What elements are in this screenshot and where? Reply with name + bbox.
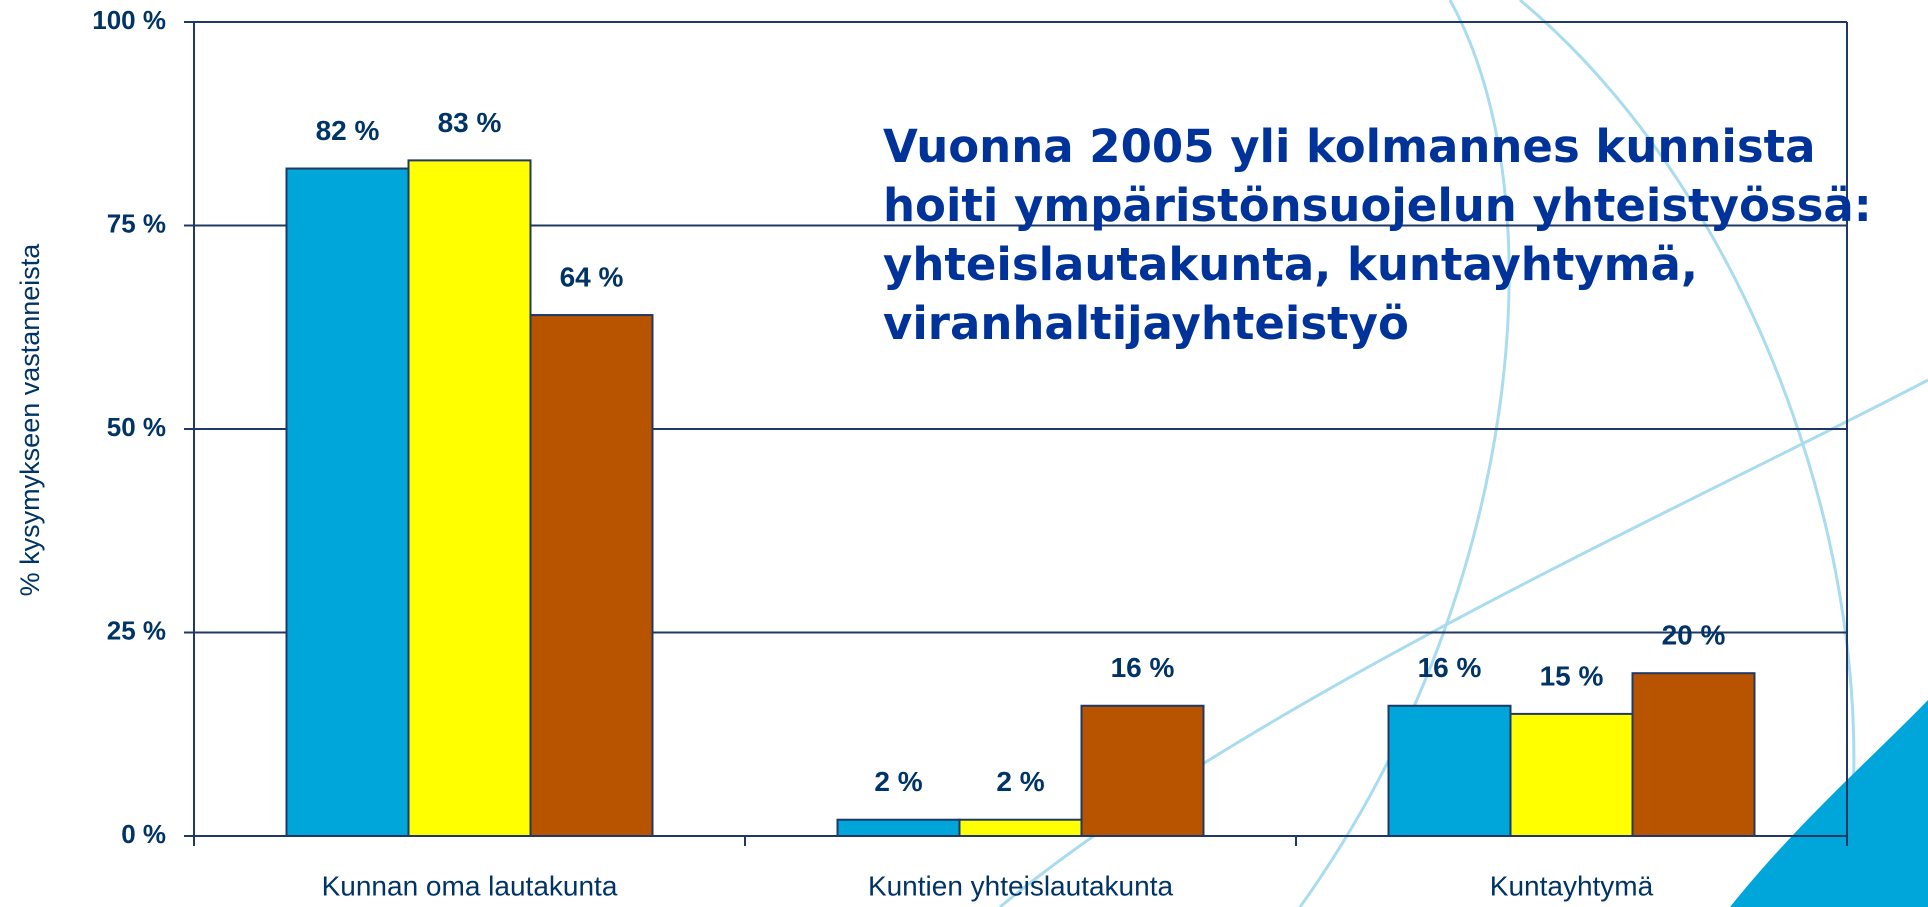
- y-axis-label: % kysymykseen vastanneista: [15, 243, 45, 597]
- value-label: 15 %: [1540, 660, 1604, 691]
- y-tick-label: 0 %: [121, 819, 166, 849]
- value-label: 16 %: [1111, 652, 1175, 683]
- bar: [1631, 672, 1756, 838]
- annotation: viranhaltijayhteistyö: [883, 297, 1409, 350]
- bar: [285, 167, 410, 837]
- y-tick-label: 75 %: [107, 208, 166, 238]
- bar: [1080, 704, 1205, 838]
- value-label: 2 %: [996, 766, 1044, 797]
- annotation: Vuonna 2005 yli kolmannes kunnista: [883, 120, 1816, 173]
- y-tick-label: 100 %: [92, 5, 166, 35]
- value-label: 64 %: [560, 261, 624, 292]
- value-label: 2 %: [874, 766, 922, 797]
- bar: [836, 818, 961, 837]
- corner-shape: [1730, 700, 1928, 907]
- value-label: 20 %: [1662, 620, 1726, 651]
- x-tick-label: Kuntien yhteislautakunta: [868, 870, 1174, 901]
- annotation: yhteislautakunta, kuntayhtymä,: [883, 238, 1698, 291]
- value-label: 82 %: [316, 115, 380, 146]
- x-tick-label: Kunnan oma lautakunta: [322, 870, 618, 901]
- bar: [407, 159, 532, 837]
- bar: [958, 818, 1083, 837]
- y-tick-label: 50 %: [107, 412, 166, 442]
- bar: [1387, 704, 1512, 838]
- value-label: 16 %: [1418, 652, 1482, 683]
- y-tick-label: 25 %: [107, 615, 166, 645]
- annotation: hoiti ympäristönsuojelun yhteistyössä:: [883, 179, 1872, 232]
- x-tick-label: Kuntayhtymä: [1490, 870, 1654, 901]
- bar: [529, 314, 654, 838]
- value-label: 83 %: [438, 107, 502, 138]
- bar: [1509, 712, 1634, 838]
